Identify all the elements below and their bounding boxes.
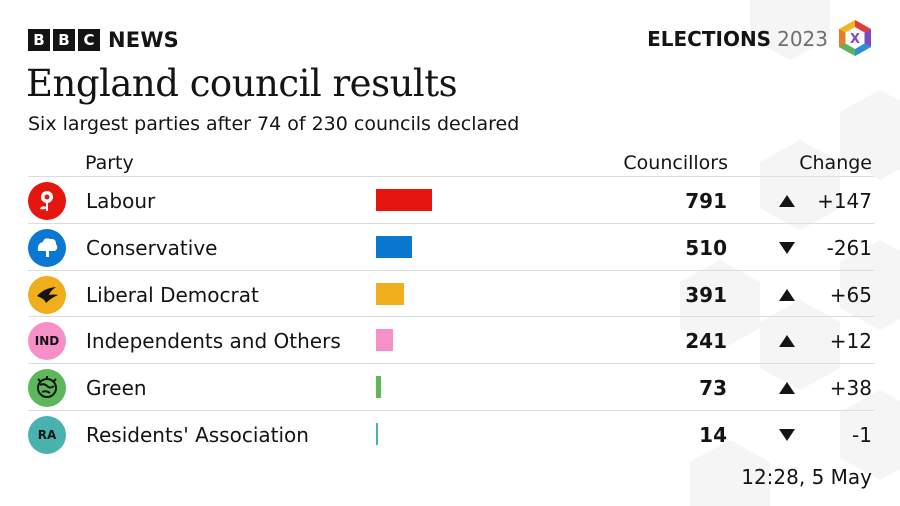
- chart-title: England council results: [26, 62, 458, 105]
- councillors-value: 241: [685, 329, 727, 354]
- bar-independents-and-others: [376, 329, 394, 352]
- party-name: Labour: [86, 189, 156, 213]
- results-table: Party Councillors Change Labour 791 +147 Co…: [28, 147, 874, 458]
- table-row: Liberal Democrat 391 +65: [28, 271, 874, 318]
- party-name: Residents' Association: [86, 422, 309, 447]
- councillors-value: 14: [699, 422, 727, 447]
- table-row: Labour 791 +147: [28, 177, 874, 224]
- chart-subtitle: Six largest parties after 74 of 230 coun…: [28, 113, 520, 135]
- councillors-value: 791: [685, 189, 727, 213]
- bar-residents-association: [376, 422, 378, 445]
- bar-green: [376, 376, 382, 399]
- triangle-up-icon: [779, 195, 795, 207]
- party-name: Liberal Democrat: [86, 282, 259, 307]
- party-name: Green: [86, 376, 147, 401]
- column-header-party: Party: [85, 152, 134, 174]
- libdem-bird-icon: [28, 275, 66, 314]
- table-row: RA Residents' Association 14 -1: [28, 411, 874, 458]
- independents-badge-icon: IND: [28, 322, 66, 361]
- news-wordmark: NEWS: [108, 28, 180, 52]
- green-globe-icon: [28, 369, 66, 408]
- conservative-tree-icon: [28, 228, 66, 267]
- column-header-change: Change: [799, 152, 872, 174]
- elections-ballot-x-icon: X: [839, 20, 871, 56]
- table-row: IND Independents and Others 241 +12: [28, 317, 874, 365]
- change-value: -261: [826, 235, 872, 260]
- triangle-up-icon: [779, 335, 795, 348]
- change-value: -1: [852, 422, 872, 447]
- bar-conservative: [376, 235, 413, 258]
- elections-year: 2023: [777, 27, 828, 51]
- party-abbreviation: RA: [37, 427, 57, 442]
- triangle-up-icon: [779, 288, 795, 301]
- bar-labour: [376, 189, 432, 211]
- elections-logo-mark: X: [850, 32, 860, 47]
- bbc-letter-b1: B: [28, 29, 50, 51]
- bbc-news-logo: B B C NEWS: [28, 28, 179, 52]
- table-body: Labour 791 +147 Conservative 510 -261 Liberal …: [28, 177, 874, 458]
- councillors-value: 73: [699, 376, 727, 401]
- elections-word: ELECTIONS: [647, 27, 772, 51]
- councillors-value: 391: [685, 282, 727, 307]
- change-value: +147: [817, 189, 872, 213]
- triangle-down-icon: [779, 428, 795, 441]
- bar-liberal-democrat: [376, 282, 404, 305]
- elections-label: ELECTIONS 2023: [647, 26, 828, 52]
- bbc-letter-c: C: [78, 29, 100, 51]
- triangle-down-icon: [779, 241, 795, 254]
- change-value: +38: [829, 376, 872, 401]
- change-value: +12: [829, 329, 872, 354]
- table-header: Party Councillors Change: [28, 147, 874, 177]
- labour-rose-icon: [28, 182, 66, 220]
- timestamp: 12:28, 5 May: [741, 465, 872, 489]
- party-abbreviation: IND: [34, 334, 60, 349]
- table-row: Green 73 +38: [28, 364, 874, 411]
- councillors-value: 510: [685, 235, 727, 260]
- party-name: Independents and Others: [86, 329, 341, 354]
- residents-association-badge-icon: RA: [28, 415, 66, 454]
- table-row: Conservative 510 -261: [28, 224, 874, 271]
- column-header-councillors: Councillors: [623, 152, 728, 174]
- party-name: Conservative: [86, 235, 218, 260]
- change-value: +65: [829, 282, 872, 307]
- triangle-up-icon: [779, 382, 795, 395]
- bbc-letter-b2: B: [53, 29, 75, 51]
